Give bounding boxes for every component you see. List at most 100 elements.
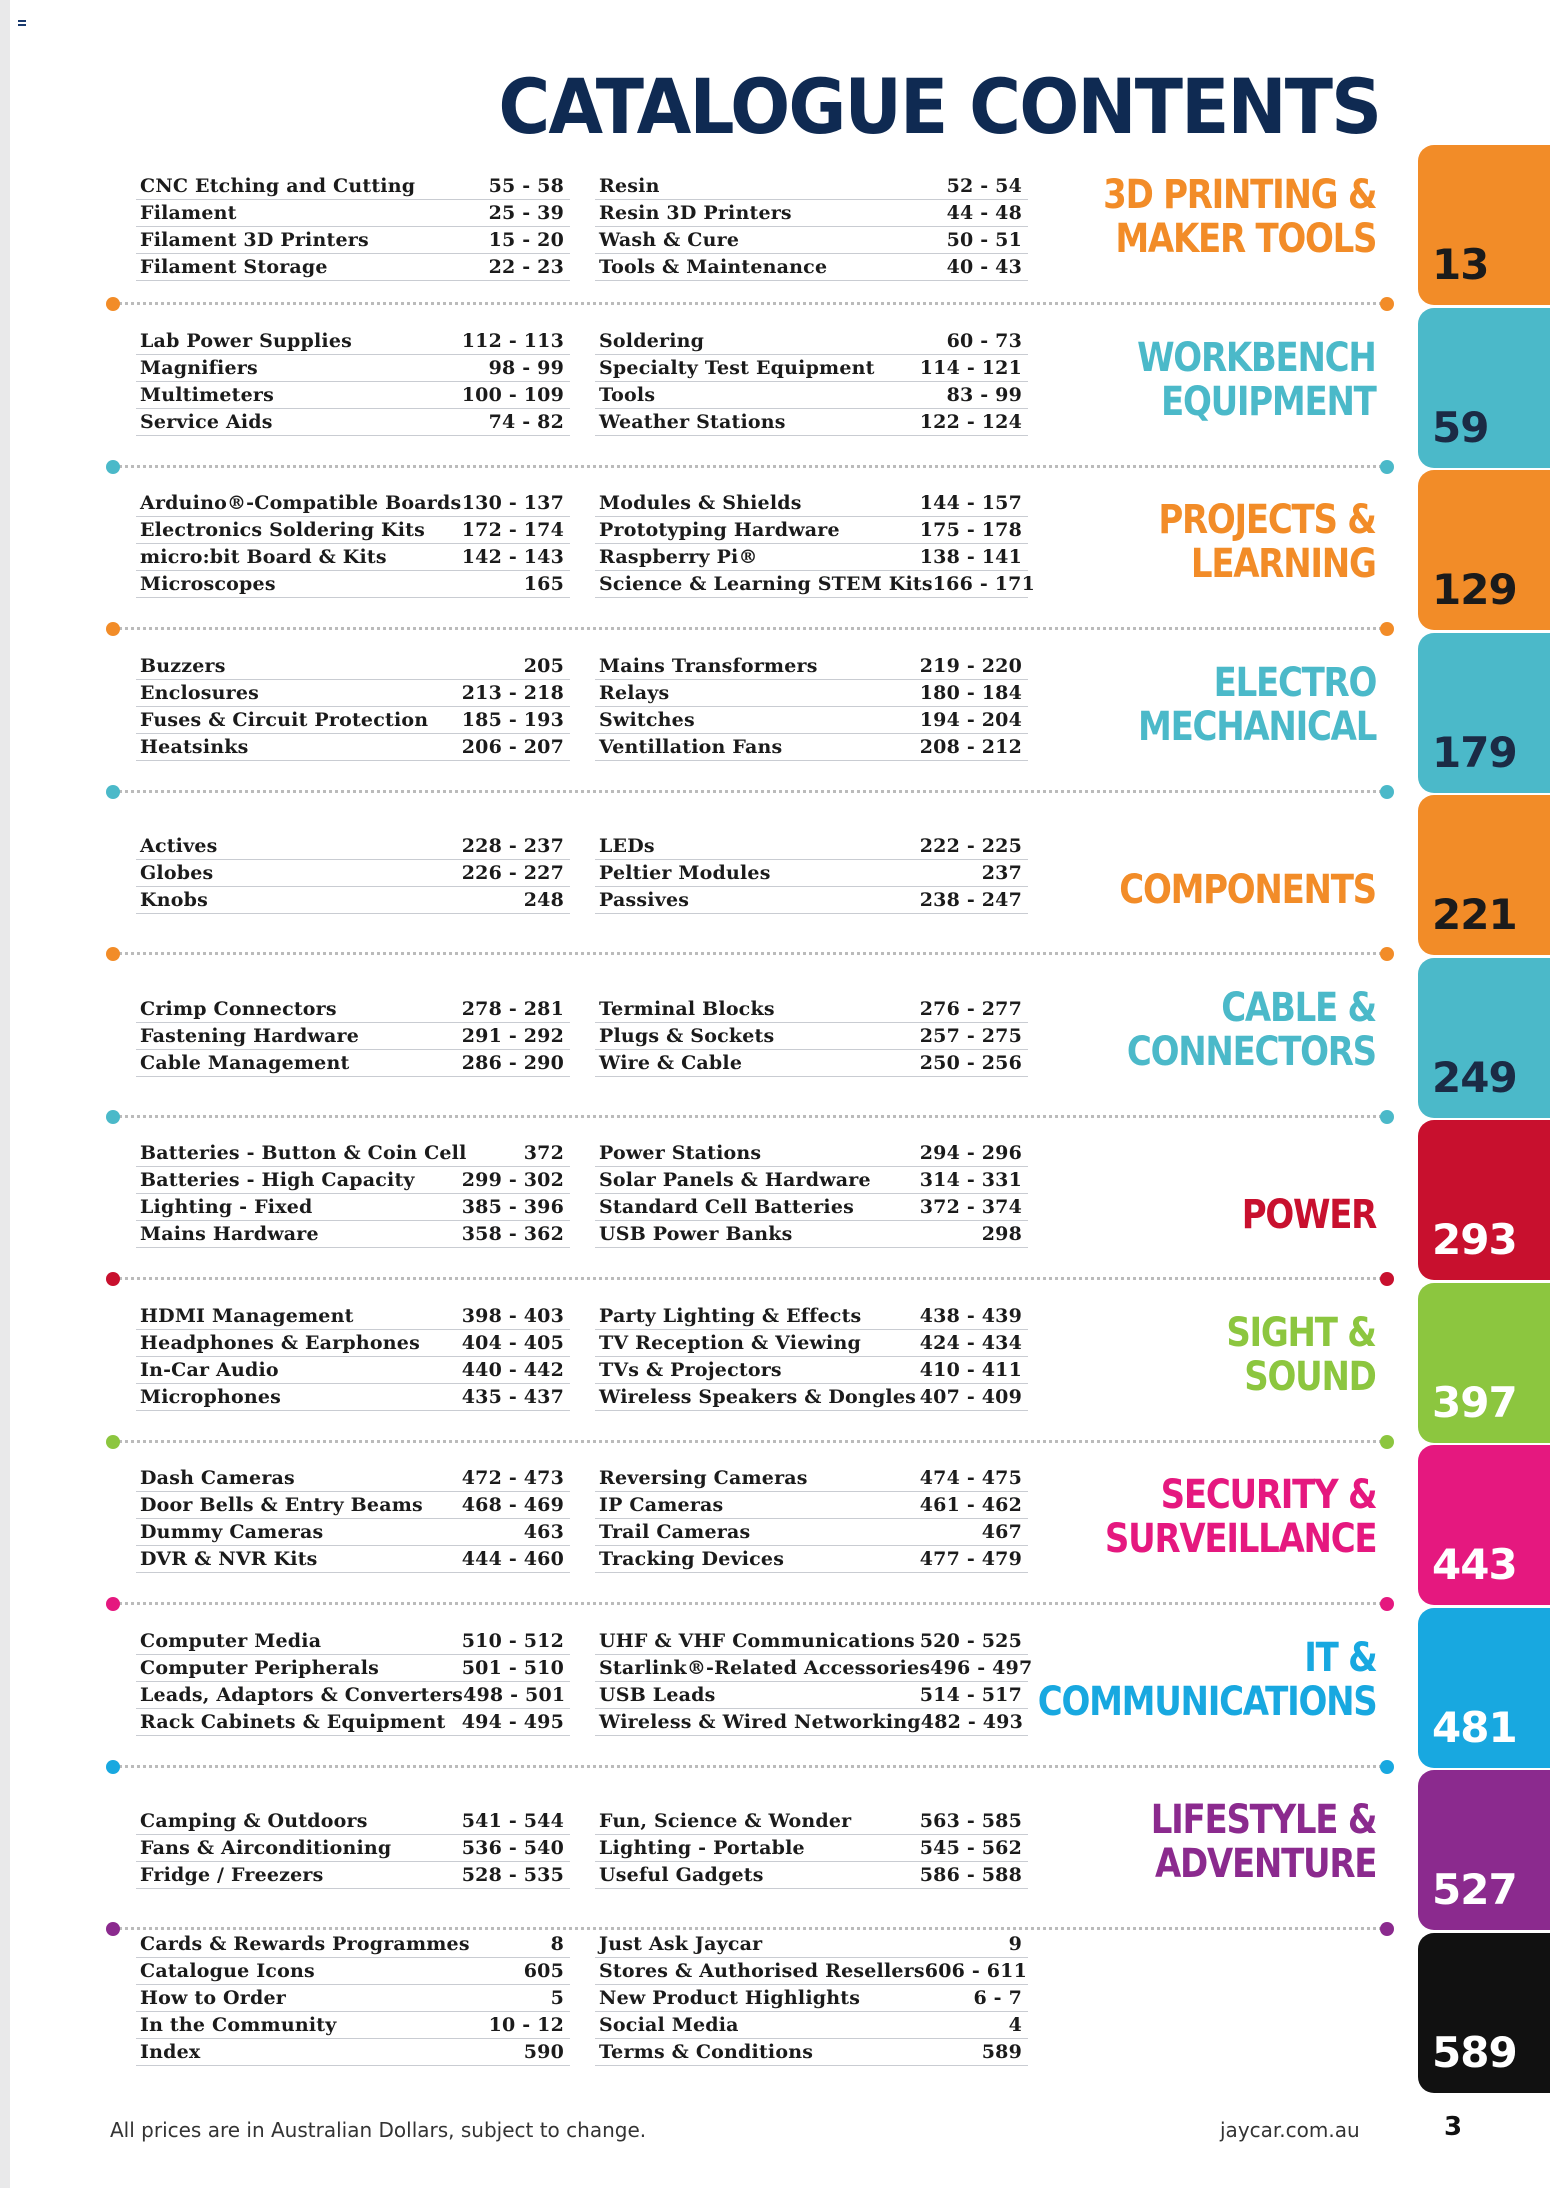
- contents-row[interactable]: Relays 180 - 184: [595, 680, 1028, 707]
- section-tab[interactable]: 481: [1418, 1607, 1550, 1768]
- contents-row[interactable]: Computer Media 510 - 512: [136, 1628, 570, 1655]
- contents-row[interactable]: Door Bells & Entry Beams 468 - 469: [136, 1492, 570, 1519]
- contents-row[interactable]: Tools & Maintenance 40 - 43: [595, 254, 1028, 281]
- contents-row[interactable]: Dash Cameras 472 - 473: [136, 1465, 570, 1492]
- section-tab[interactable]: 59: [1418, 307, 1550, 468]
- contents-row[interactable]: Soldering 60 - 73: [595, 328, 1028, 355]
- contents-row[interactable]: Knobs 248: [136, 887, 570, 914]
- section-tab[interactable]: 221: [1418, 795, 1550, 955]
- contents-row[interactable]: Ventillation Fans 208 - 212: [595, 734, 1028, 761]
- contents-row[interactable]: Party Lighting & Effects 438 - 439: [595, 1303, 1028, 1330]
- contents-row[interactable]: Cards & Rewards Programmes 8: [136, 1931, 570, 1958]
- contents-row[interactable]: Magnifiers 98 - 99: [136, 355, 570, 382]
- contents-row[interactable]: Prototyping Hardware 175 - 178: [595, 517, 1028, 544]
- contents-row[interactable]: Passives 238 - 247: [595, 887, 1028, 914]
- contents-row[interactable]: Batteries - Button & Coin Cell 372: [136, 1140, 570, 1167]
- contents-row[interactable]: Electronics Soldering Kits 172 - 174: [136, 517, 570, 544]
- contents-row[interactable]: DVR & NVR Kits 444 - 460: [136, 1546, 570, 1573]
- contents-row[interactable]: Standard Cell Batteries 372 - 374: [595, 1194, 1028, 1221]
- contents-row[interactable]: Lighting - Fixed 385 - 396: [136, 1194, 570, 1221]
- section-tab[interactable]: 13: [1418, 145, 1550, 305]
- section-tab[interactable]: 129: [1418, 470, 1550, 630]
- contents-row[interactable]: USB Power Banks 298: [595, 1221, 1028, 1248]
- contents-row[interactable]: Plugs & Sockets 257 - 275: [595, 1023, 1028, 1050]
- contents-row[interactable]: Switches 194 - 204: [595, 707, 1028, 734]
- contents-row[interactable]: LEDs 222 - 225: [595, 833, 1028, 860]
- contents-row[interactable]: Heatsinks 206 - 207: [136, 734, 570, 761]
- contents-row[interactable]: New Product Highlights 6 - 7: [595, 1985, 1028, 2012]
- contents-row[interactable]: Fans & Airconditioning 536 - 540: [136, 1835, 570, 1862]
- contents-row[interactable]: Trail Cameras 467: [595, 1519, 1028, 1546]
- contents-row[interactable]: Power Stations 294 - 296: [595, 1140, 1028, 1167]
- contents-row[interactable]: Useful Gadgets 586 - 588: [595, 1862, 1028, 1889]
- contents-row[interactable]: Terminal Blocks 276 - 277: [595, 996, 1028, 1023]
- section-tab[interactable]: 527: [1418, 1770, 1550, 1930]
- contents-row[interactable]: Stores & Authorised Resellers 606 - 611: [595, 1958, 1028, 1985]
- contents-row[interactable]: Resin 52 - 54: [595, 173, 1028, 200]
- contents-row[interactable]: Wireless Speakers & Dongles 407 - 409: [595, 1384, 1028, 1411]
- contents-row[interactable]: TV Reception & Viewing 424 - 434: [595, 1330, 1028, 1357]
- contents-row[interactable]: UHF & VHF Communications 520 - 525: [595, 1628, 1028, 1655]
- contents-row[interactable]: Filament 25 - 39: [136, 200, 570, 227]
- contents-row[interactable]: Enclosures 213 - 218: [136, 680, 570, 707]
- contents-row[interactable]: Solar Panels & Hardware 314 - 331: [595, 1167, 1028, 1194]
- contents-row[interactable]: Rack Cabinets & Equipment 494 - 495: [136, 1709, 570, 1736]
- contents-row[interactable]: Actives 228 - 237: [136, 833, 570, 860]
- contents-row[interactable]: Batteries - High Capacity 299 - 302: [136, 1167, 570, 1194]
- contents-row[interactable]: Camping & Outdoors 541 - 544: [136, 1808, 570, 1835]
- contents-row[interactable]: How to Order 5: [136, 1985, 570, 2012]
- contents-row[interactable]: micro:bit Board & Kits 142 - 143: [136, 544, 570, 571]
- contents-row[interactable]: Filament 3D Printers 15 - 20: [136, 227, 570, 254]
- contents-row[interactable]: Dummy Cameras 463: [136, 1519, 570, 1546]
- contents-row[interactable]: Leads, Adaptors & Converters 498 - 501: [136, 1682, 570, 1709]
- section-tab[interactable]: 179: [1418, 632, 1550, 793]
- contents-row[interactable]: Mains Transformers 219 - 220: [595, 653, 1028, 680]
- contents-row[interactable]: Service Aids 74 - 82: [136, 409, 570, 436]
- contents-row[interactable]: Filament Storage 22 - 23: [136, 254, 570, 281]
- contents-row[interactable]: Wash & Cure 50 - 51: [595, 227, 1028, 254]
- contents-row[interactable]: Social Media 4: [595, 2012, 1028, 2039]
- contents-row[interactable]: Starlink®-Related Accessories 496 - 497: [595, 1655, 1032, 1682]
- contents-row[interactable]: Headphones & Earphones 404 - 405: [136, 1330, 570, 1357]
- contents-row[interactable]: Fun, Science & Wonder 563 - 585: [595, 1808, 1028, 1835]
- contents-row[interactable]: Mains Hardware 358 - 362: [136, 1221, 570, 1248]
- contents-row[interactable]: Index 590: [136, 2039, 570, 2066]
- contents-row[interactable]: Specialty Test Equipment 114 - 121: [595, 355, 1028, 382]
- contents-row[interactable]: Computer Peripherals 501 - 510: [136, 1655, 570, 1682]
- section-tab[interactable]: 293: [1418, 1120, 1550, 1280]
- contents-row[interactable]: Fastening Hardware 291 - 292: [136, 1023, 570, 1050]
- section-tab[interactable]: 397: [1418, 1282, 1550, 1443]
- contents-row[interactable]: IP Cameras 461 - 462: [595, 1492, 1028, 1519]
- contents-row[interactable]: Cable Management 286 - 290: [136, 1050, 570, 1077]
- contents-row[interactable]: Tracking Devices 477 - 479: [595, 1546, 1028, 1573]
- contents-row[interactable]: Resin 3D Printers 44 - 48: [595, 200, 1028, 227]
- contents-row[interactable]: In-Car Audio 440 - 442: [136, 1357, 570, 1384]
- contents-row[interactable]: Crimp Connectors 278 - 281: [136, 996, 570, 1023]
- section-tab[interactable]: 589: [1418, 1932, 1550, 2093]
- contents-row[interactable]: Buzzers 205: [136, 653, 570, 680]
- section-tab[interactable]: 443: [1418, 1445, 1550, 1605]
- contents-row[interactable]: Lab Power Supplies 112 - 113: [136, 328, 570, 355]
- contents-row[interactable]: Microphones 435 - 437: [136, 1384, 570, 1411]
- contents-row[interactable]: TVs & Projectors 410 - 411: [595, 1357, 1028, 1384]
- contents-row[interactable]: Microscopes 165: [136, 571, 570, 598]
- contents-row[interactable]: Terms & Conditions 589: [595, 2039, 1028, 2066]
- contents-row[interactable]: Catalogue Icons 605: [136, 1958, 570, 1985]
- contents-row[interactable]: HDMI Management 398 - 403: [136, 1303, 570, 1330]
- contents-row[interactable]: Just Ask Jaycar 9: [595, 1931, 1028, 1958]
- contents-row[interactable]: In the Community 10 - 12: [136, 2012, 570, 2039]
- contents-row[interactable]: Weather Stations 122 - 124: [595, 409, 1028, 436]
- contents-row[interactable]: Raspberry Pi® 138 - 141: [595, 544, 1028, 571]
- contents-row[interactable]: Arduino®-Compatible Boards 130 - 137: [136, 490, 570, 517]
- contents-row[interactable]: Tools 83 - 99: [595, 382, 1028, 409]
- website-link[interactable]: jaycar.com.au: [1220, 2118, 1360, 2142]
- contents-row[interactable]: USB Leads 514 - 517: [595, 1682, 1028, 1709]
- contents-row[interactable]: Globes 226 - 227: [136, 860, 570, 887]
- contents-row[interactable]: Multimeters 100 - 109: [136, 382, 570, 409]
- contents-row[interactable]: Fuses & Circuit Protection 185 - 193: [136, 707, 570, 734]
- contents-row[interactable]: Modules & Shields 144 - 157: [595, 490, 1028, 517]
- contents-row[interactable]: Wireless & Wired Networking 482 - 493: [595, 1709, 1028, 1736]
- contents-row[interactable]: Lighting - Portable 545 - 562: [595, 1835, 1028, 1862]
- section-tab[interactable]: 249: [1418, 957, 1550, 1118]
- contents-row[interactable]: Wire & Cable 250 - 256: [595, 1050, 1028, 1077]
